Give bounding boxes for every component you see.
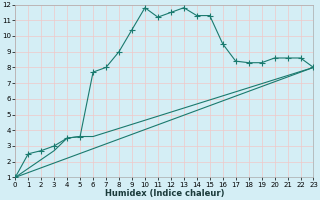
X-axis label: Humidex (Indice chaleur): Humidex (Indice chaleur) <box>105 189 224 198</box>
